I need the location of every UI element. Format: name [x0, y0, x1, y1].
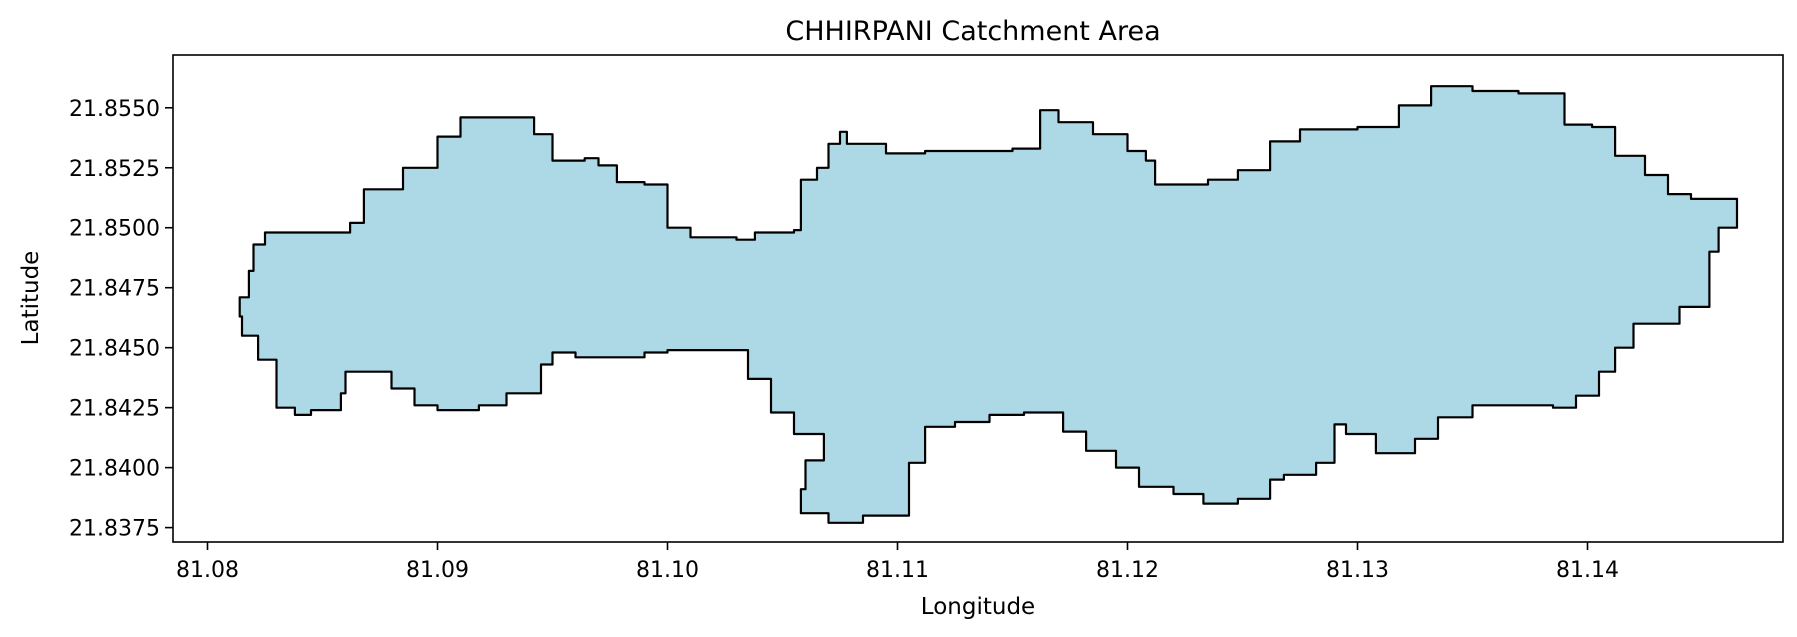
- x-tick-label: 81.11: [866, 558, 929, 583]
- x-tick-label: 81.14: [1556, 558, 1619, 583]
- x-tick-label: 81.09: [406, 558, 469, 583]
- y-tick-label: 21.8375: [69, 517, 160, 542]
- x-tick-label: 81.12: [1096, 558, 1159, 583]
- y-tick-label: 21.8450: [69, 337, 160, 362]
- chart-title: CHHIRPANI Catchment Area: [785, 16, 1160, 47]
- x-tick-label: 81.08: [176, 558, 239, 583]
- y-tick-label: 21.8525: [69, 157, 160, 182]
- axes-frame: [172, 54, 1784, 543]
- x-tick-label: 81.13: [1326, 558, 1389, 583]
- y-tick-label: 21.8550: [69, 97, 160, 122]
- y-tick-label: 21.8500: [69, 217, 160, 242]
- plot-area: [172, 54, 1784, 543]
- catchment-polygon: [238, 85, 1739, 524]
- y-tick-label: 21.8425: [69, 397, 160, 422]
- y-axis-label: Latitude: [18, 251, 44, 346]
- x-axis: 81.08 81.09 81.10 81.11 81.12 81.13 81.14: [176, 542, 1619, 583]
- y-tick-label: 21.8400: [69, 457, 160, 482]
- y-tick-label: 21.8475: [69, 277, 160, 302]
- x-tick-label: 81.10: [636, 558, 699, 583]
- x-axis-label: Longitude: [921, 594, 1035, 620]
- y-axis: 21.8375 21.8400 21.8425 21.8450 21.8475 21.85…: [69, 97, 173, 542]
